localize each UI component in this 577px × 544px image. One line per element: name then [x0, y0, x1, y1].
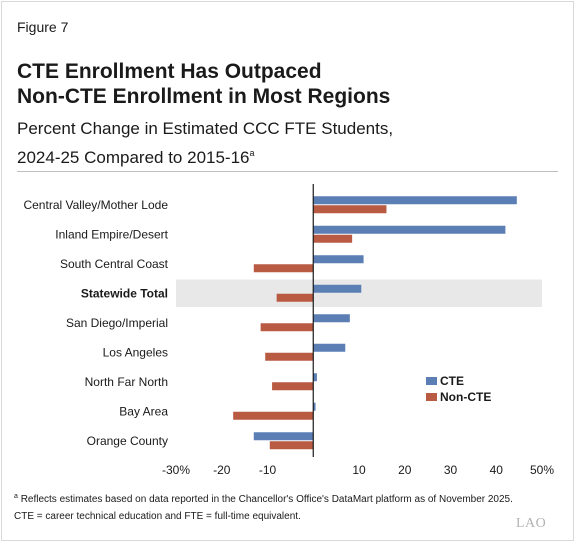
- category-label-orange-county: Orange County: [87, 434, 168, 448]
- bar-cte-statewide-total: [313, 284, 362, 293]
- legend-swatch-cte: [426, 377, 437, 385]
- bar-cte-central-valley-mother-lode: [313, 196, 517, 205]
- legend-label-cte: CTE: [440, 374, 464, 388]
- bar-cte-san-diego-imperial: [313, 314, 350, 323]
- bar-cte-orange-county: [253, 432, 314, 441]
- category-label-north-far-north: North Far North: [85, 375, 168, 389]
- x-tick-label-10: 10: [352, 463, 366, 477]
- legend-label-non-cte: Non-CTE: [440, 390, 491, 404]
- footnote-marker: a: [14, 493, 18, 500]
- chart-subtitle-line-2-text: 2024-25 Compared to 2015-16: [17, 148, 250, 167]
- bar-cte-bay-area: [313, 402, 316, 411]
- bar-non-cte-north-far-north: [272, 382, 314, 391]
- x-tick-label-30: 30: [444, 463, 458, 477]
- category-label-central-valley-mother-lode: Central Valley/Mother Lode: [23, 198, 168, 212]
- figure-label: Figure 7: [17, 19, 69, 35]
- title-divider: [17, 171, 558, 172]
- chart-title-line-1: CTE Enrollment Has Outpaced: [17, 60, 322, 83]
- x-tick-label-30: -30%: [162, 463, 190, 477]
- chart-subtitle-line-2: 2024-25 Compared to 2015-16a: [17, 141, 557, 170]
- bar-cte-north-far-north: [313, 373, 317, 382]
- chart-subtitle-line-1: Percent Change in Estimated CCC FTE Stud…: [17, 119, 394, 138]
- legend-swatch-non-cte: [426, 393, 437, 401]
- bar-non-cte-orange-county: [269, 441, 314, 450]
- footnote: a Reflects estimates based on data repor…: [14, 490, 513, 507]
- chart-title-line-2: Non-CTE Enrollment in Most Regions: [17, 85, 391, 108]
- category-label-san-diego-imperial: San Diego/Imperial: [66, 316, 168, 330]
- legend: CTE Non-CTE: [426, 374, 491, 404]
- x-tick-label-40: 40: [490, 463, 504, 477]
- x-tick-label-10: -10: [259, 463, 277, 477]
- highlight-band-statewide-total: [176, 279, 542, 307]
- category-label-bay-area: Bay Area: [119, 404, 168, 418]
- lao-logo: LAO: [516, 516, 547, 531]
- abbreviations-note: CTE = career technical education and FTE…: [14, 511, 301, 522]
- x-tick-label-20: 20: [398, 463, 412, 477]
- bar-non-cte-inland-empire-desert: [313, 234, 353, 243]
- bar-cte-los-angeles: [313, 343, 346, 352]
- footnote-text: Reflects estimates based on data reporte…: [20, 494, 513, 505]
- category-label-inland-empire-desert: Inland Empire/Desert: [55, 227, 168, 241]
- chart-subtitle: Percent Change in Estimated CCC FTE Stud…: [17, 116, 557, 170]
- bar-non-cte-statewide-total: [276, 293, 314, 302]
- bar-cte-inland-empire-desert: [313, 225, 506, 234]
- bar-non-cte-central-valley-mother-lode: [313, 205, 387, 214]
- x-tick-label-20: -20: [213, 463, 231, 477]
- chart-title: CTE Enrollment Has Outpaced Non-CTE Enro…: [17, 59, 557, 109]
- bar-cte-south-central-coast: [313, 255, 364, 264]
- category-label-south-central-coast: South Central Coast: [60, 257, 169, 271]
- x-tick-label-50: 50%: [530, 463, 554, 477]
- subtitle-footnote-marker: a: [249, 148, 255, 158]
- bar-non-cte-los-angeles: [265, 352, 314, 361]
- bar-non-cte-bay-area: [233, 411, 314, 420]
- bar-non-cte-south-central-coast: [253, 264, 314, 273]
- bar-non-cte-san-diego-imperial: [260, 323, 314, 332]
- category-label-statewide-total: Statewide Total: [81, 286, 168, 300]
- category-label-los-angeles: Los Angeles: [103, 345, 168, 359]
